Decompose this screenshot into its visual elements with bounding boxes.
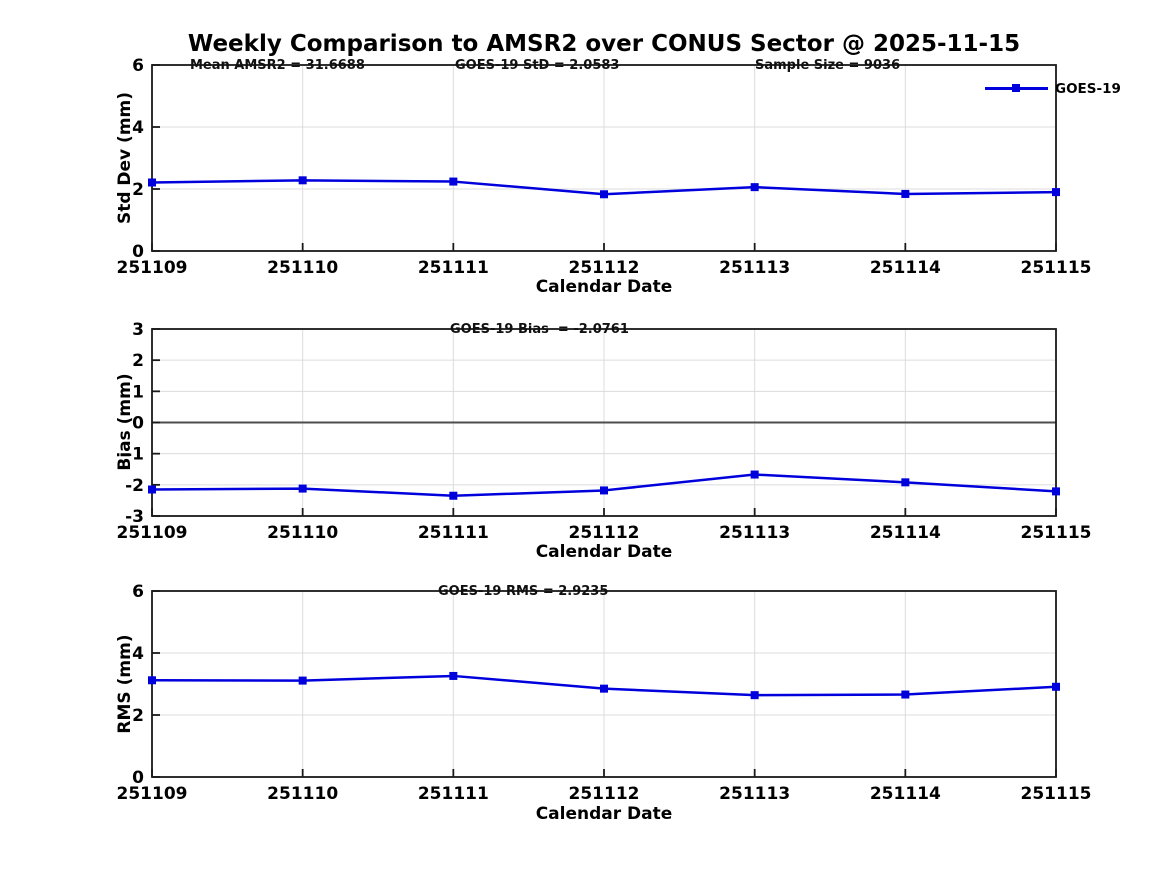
legend-marker-icon: [1012, 84, 1020, 92]
y-axis-label-bias: Bias (mm): [115, 373, 135, 471]
y-tick-label: 3: [132, 320, 144, 340]
x-tick-label: 251112: [569, 258, 640, 278]
y-tick-label: -1: [125, 445, 144, 465]
data-point-marker: [1052, 682, 1060, 691]
data-point-marker: [449, 671, 458, 680]
data-point-marker: [1052, 487, 1060, 496]
annotation-goes19-bias: GOES-19 Bias = -2.0761: [450, 322, 629, 337]
x-tick-label: 251111: [418, 784, 489, 804]
annotation-sample-size: Sample Size = 9036: [755, 58, 901, 73]
data-point-marker: [901, 690, 910, 699]
x-tick-label: 251113: [719, 523, 790, 543]
x-tick-label: 251109: [117, 523, 188, 543]
x-axis-label-3: Calendar Date: [535, 804, 673, 824]
data-point-marker: [148, 676, 156, 685]
y-tick-label: 0: [132, 414, 144, 434]
data-point-marker: [901, 478, 910, 487]
x-tick-label: 251112: [569, 523, 640, 543]
x-tick-label: 251112: [569, 784, 640, 804]
x-tick-label: 251109: [117, 784, 188, 804]
data-point-marker: [600, 486, 608, 495]
y-tick-label: 2: [132, 351, 144, 371]
y-tick-label: 4: [132, 118, 144, 138]
x-axis-label-2: Calendar Date: [535, 542, 673, 562]
data-point-marker: [148, 485, 156, 494]
y-tick-label: 0: [132, 768, 144, 788]
x-tick-label: 251111: [418, 258, 489, 278]
data-point-marker: [298, 176, 307, 185]
data-point-marker: [600, 190, 608, 199]
data-point-marker: [750, 470, 759, 479]
data-point-marker: [901, 189, 910, 198]
x-tick-label: 251110: [267, 258, 338, 278]
data-point-marker: [750, 183, 759, 192]
data-point-marker: [600, 684, 608, 693]
x-tick-label: 251113: [719, 784, 790, 804]
y-tick-label: 1: [132, 382, 144, 402]
x-tick-label: 251114: [870, 784, 941, 804]
y-tick-label: 2: [132, 706, 144, 726]
data-point-marker: [449, 491, 458, 500]
y-tick-label: 0: [132, 242, 144, 262]
legend: GOES-19: [984, 80, 1164, 97]
y-tick-label: 6: [132, 582, 144, 602]
data-point-marker: [298, 484, 307, 493]
data-point-marker: [1052, 188, 1060, 197]
data-point-marker: [750, 691, 759, 700]
x-tick-label: 251114: [870, 258, 941, 278]
x-tick-label: 251110: [267, 784, 338, 804]
y-tick-label: 2: [132, 180, 144, 200]
annotation-goes19-std: GOES-19 StD = 2.0583: [455, 58, 620, 73]
annotation-goes19-rms: GOES-19 RMS = 2.9235: [438, 584, 609, 599]
y-tick-label: -2: [125, 476, 144, 496]
y-axis-label-rms: RMS (mm): [115, 634, 135, 734]
data-point-marker: [449, 177, 458, 186]
x-tick-label: 251114: [870, 523, 941, 543]
y-tick-label: -3: [125, 507, 144, 527]
y-tick-label: 4: [132, 644, 144, 664]
x-tick-label: 251110: [267, 523, 338, 543]
data-point-marker: [148, 178, 156, 187]
x-tick-label: 251111: [418, 523, 489, 543]
data-point-marker: [298, 676, 307, 685]
y-tick-label: 6: [132, 56, 144, 76]
x-tick-label: 251115: [1021, 523, 1092, 543]
legend-label: GOES-19: [1055, 81, 1121, 97]
y-axis-label-stddev: Std Dev (mm): [115, 91, 135, 225]
x-tick-label: 251109: [117, 258, 188, 278]
x-tick-label: 251113: [719, 258, 790, 278]
x-tick-label: 251115: [1021, 258, 1092, 278]
x-axis-label-1: Calendar Date: [535, 277, 673, 297]
x-tick-label: 251115: [1021, 784, 1092, 804]
figure-title: Weekly Comparison to AMSR2 over CONUS Se…: [187, 31, 1021, 57]
annotation-mean-amsr2: Mean AMSR2 = 31.6688: [190, 58, 365, 73]
